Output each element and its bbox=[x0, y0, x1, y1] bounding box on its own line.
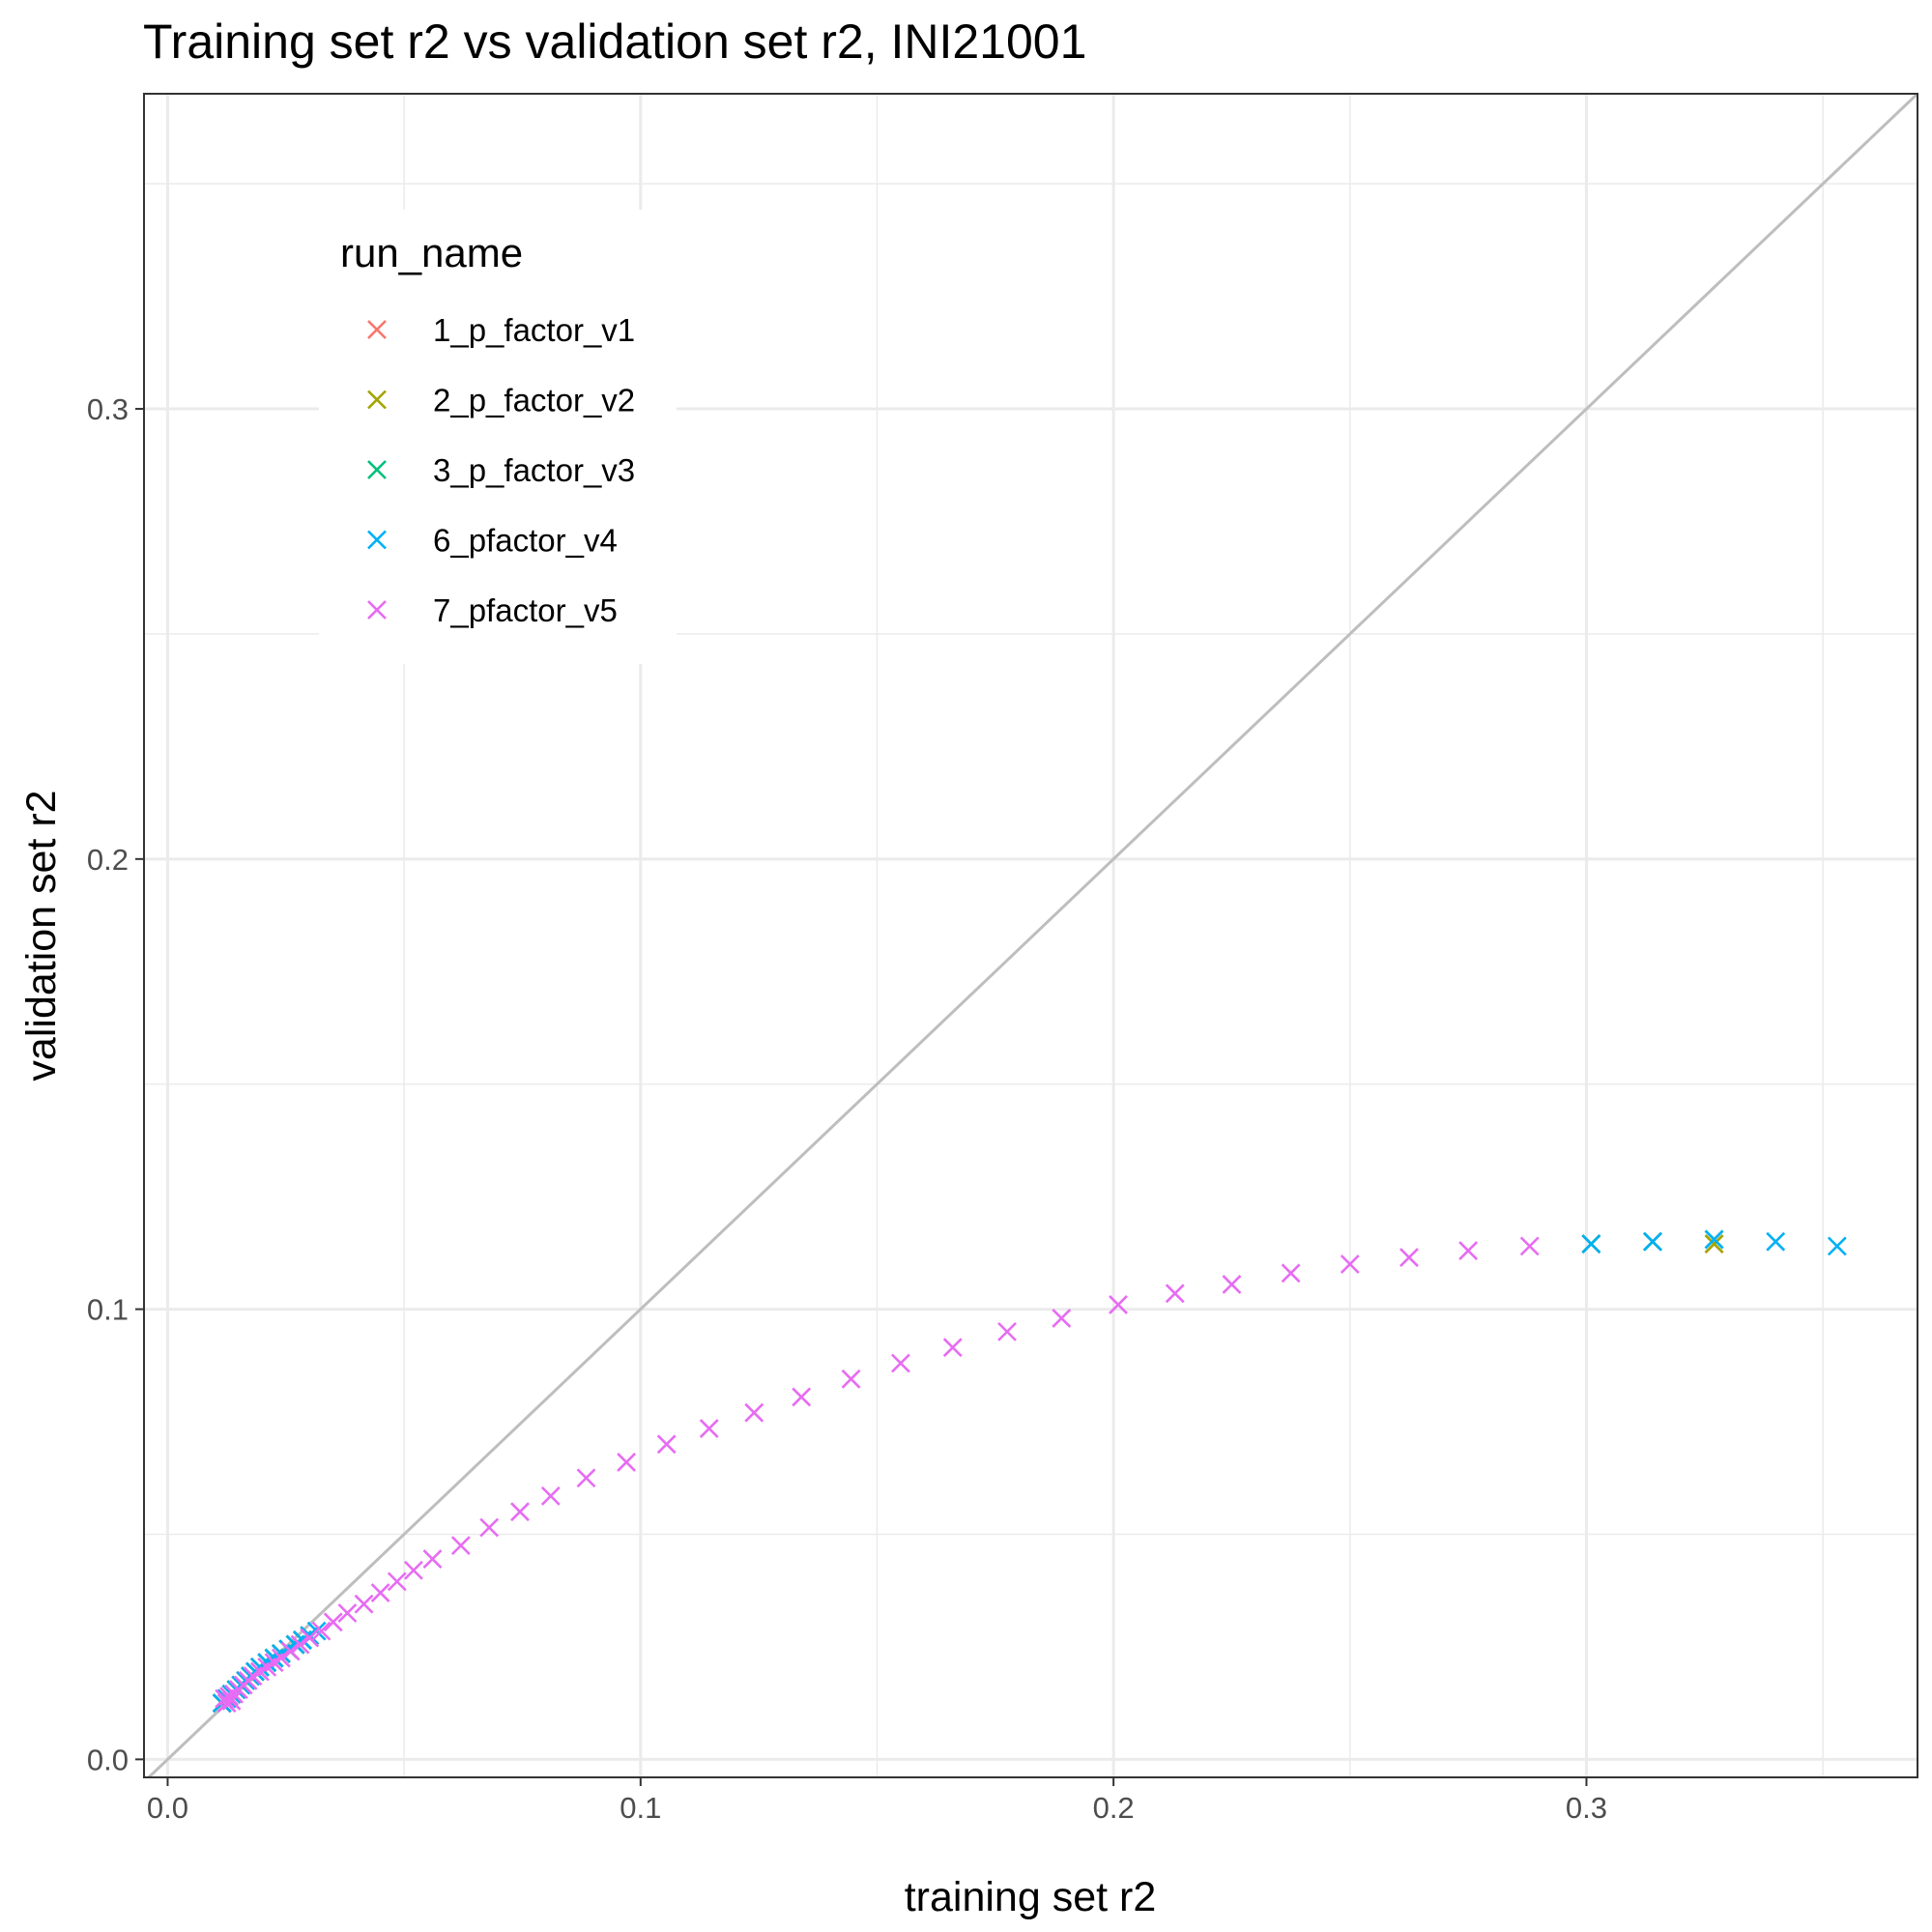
legend-label-2: 2_p_factor_v2 bbox=[433, 383, 635, 418]
y-axis-ticks: 0.0 0.1 0.2 0.3 bbox=[87, 392, 144, 1776]
legend-entries: 1_p_factor_v1 2_p_factor_v2 3_p_factor_v3 6… bbox=[367, 312, 635, 628]
legend-key-3 bbox=[367, 460, 387, 479]
data-point-5 bbox=[997, 1321, 1017, 1341]
data-point-5 bbox=[337, 1603, 358, 1623]
data-point-5 bbox=[540, 1485, 561, 1506]
y-tick-label: 0.0 bbox=[87, 1743, 129, 1776]
data-point-4 bbox=[1766, 1231, 1786, 1252]
data-point-5 bbox=[1281, 1263, 1301, 1283]
data-point-5 bbox=[422, 1549, 443, 1570]
data-point-5 bbox=[1109, 1295, 1128, 1314]
data-point-4 bbox=[1581, 1234, 1601, 1254]
reference-line-group bbox=[147, 92, 1919, 1779]
data-point-5 bbox=[891, 1353, 910, 1373]
data-point-5 bbox=[271, 1648, 291, 1668]
data-point-5 bbox=[215, 1688, 235, 1709]
data-point-5 bbox=[1458, 1241, 1479, 1260]
data-point-5 bbox=[1222, 1275, 1242, 1294]
legend-key-2 bbox=[367, 389, 387, 410]
data-point-5 bbox=[744, 1402, 764, 1423]
legend-key-4 bbox=[367, 530, 387, 550]
data-point-5 bbox=[1519, 1236, 1540, 1256]
x-tick-label: 0.3 bbox=[1566, 1791, 1607, 1825]
x-tick-label: 0.1 bbox=[620, 1791, 661, 1825]
data-point-5 bbox=[841, 1369, 861, 1389]
data-point-5 bbox=[479, 1517, 500, 1538]
data-point-5 bbox=[219, 1687, 239, 1707]
x-tick-label: 0.0 bbox=[147, 1791, 188, 1825]
x-tick-label: 0.2 bbox=[1093, 1791, 1135, 1825]
data-point-5 bbox=[942, 1338, 963, 1358]
data-point-5 bbox=[221, 1690, 242, 1711]
legend-key-1 bbox=[367, 320, 387, 339]
plot-border bbox=[143, 93, 1918, 1778]
data-point-5 bbox=[300, 1628, 320, 1648]
y-tick-label: 0.3 bbox=[87, 392, 129, 426]
legend-label-1: 1_p_factor_v1 bbox=[433, 312, 635, 348]
y-tick-label: 0.1 bbox=[87, 1293, 129, 1327]
data-point-5 bbox=[387, 1572, 407, 1592]
legend: run_name 1_p_factor_v1 2_p_factor_v2 3_p_f… bbox=[319, 210, 677, 664]
data-point-5 bbox=[323, 1612, 343, 1632]
data-point-5 bbox=[656, 1434, 677, 1455]
data-point-5 bbox=[370, 1583, 390, 1602]
data-point-5 bbox=[576, 1468, 596, 1488]
x-axis-ticks: 0.0 0.1 0.2 0.3 bbox=[147, 1777, 1607, 1825]
data-point-5 bbox=[699, 1419, 719, 1438]
data-point-5 bbox=[1399, 1248, 1419, 1267]
data-point-5 bbox=[1165, 1283, 1185, 1304]
y-axis-label: validation set r2 bbox=[18, 790, 65, 1081]
data-point-5 bbox=[404, 1560, 423, 1580]
identity-reference-line bbox=[147, 92, 1919, 1779]
data-point-5 bbox=[1052, 1308, 1072, 1328]
x-axis-label: training set r2 bbox=[905, 1874, 1157, 1920]
data-point-4 bbox=[1643, 1231, 1662, 1252]
legend-label-3: 3_p_factor_v3 bbox=[433, 452, 635, 488]
data-point-5 bbox=[617, 1453, 637, 1472]
data-point-5 bbox=[1340, 1254, 1360, 1274]
data-point-5 bbox=[450, 1536, 471, 1556]
legend-background bbox=[319, 210, 677, 664]
data-point-4 bbox=[1827, 1236, 1847, 1256]
data-point-5 bbox=[311, 1621, 332, 1641]
chart-title: Training set r2 vs validation set r2, IN… bbox=[143, 14, 1086, 69]
data-point-5 bbox=[792, 1387, 812, 1407]
data-point-5 bbox=[354, 1594, 374, 1614]
legend-label-4: 6_pfactor_v4 bbox=[433, 523, 618, 559]
legend-label-5: 7_pfactor_v5 bbox=[433, 592, 618, 628]
data-points bbox=[212, 1229, 1847, 1714]
y-tick-label: 0.2 bbox=[87, 843, 129, 877]
legend-title: run_name bbox=[340, 230, 523, 275]
data-point-2 bbox=[1704, 1234, 1724, 1254]
legend-key-5 bbox=[367, 600, 387, 620]
data-point-5 bbox=[280, 1641, 301, 1661]
data-point-5 bbox=[290, 1634, 310, 1655]
data-point-4 bbox=[1704, 1229, 1724, 1250]
data-point-5 bbox=[510, 1502, 530, 1522]
